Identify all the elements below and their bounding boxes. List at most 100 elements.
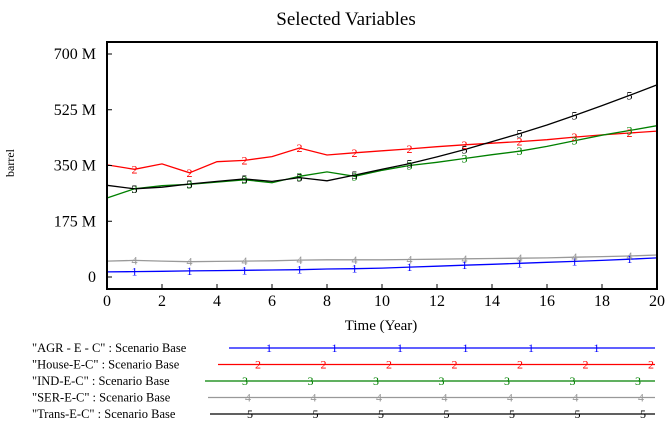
- series-2-marker: 2: [462, 138, 468, 152]
- series-1-marker: 1: [352, 262, 358, 276]
- legend-marker-3: 3: [242, 374, 248, 388]
- legend-marker-5: 5: [575, 407, 581, 421]
- series-3-marker: 3: [187, 177, 193, 191]
- legend-marker-1: 1: [397, 341, 403, 355]
- legend-label-1: "AGR - E - C" : Scenario Base: [32, 341, 187, 355]
- legend-marker-2: 2: [583, 358, 589, 372]
- series-3-marker: 3: [517, 144, 523, 158]
- series-1-marker: 1: [132, 265, 138, 279]
- series-5-marker: 5: [407, 157, 413, 171]
- series-1-marker: 1: [407, 260, 413, 274]
- series-3-marker: 3: [242, 173, 248, 187]
- series-5-marker: 5: [297, 171, 303, 185]
- legend-marker-4: 4: [311, 391, 317, 405]
- legend-marker-1: 1: [332, 341, 338, 355]
- x-tick-label: 8: [323, 293, 331, 310]
- legend-label-3: "IND-E-C" : Scenario Base: [32, 374, 170, 388]
- legend-marker-4: 4: [638, 391, 644, 405]
- series-3-marker: 3: [352, 169, 358, 183]
- series-5-marker: 5: [462, 143, 468, 157]
- series-line-2: [106, 130, 658, 174]
- series-3-marker: 3: [462, 152, 468, 166]
- legend-marker-1: 1: [463, 341, 469, 355]
- series-5-marker: 5: [242, 172, 248, 186]
- legend-marker-3: 3: [570, 374, 576, 388]
- legend-marker-1: 1: [528, 341, 534, 355]
- series-4-marker: 4: [242, 254, 248, 268]
- legend-marker-4: 4: [507, 391, 513, 405]
- series-4-marker: 4: [462, 252, 468, 266]
- legend-marker-2: 2: [452, 358, 458, 372]
- series-1-marker: 1: [627, 252, 633, 266]
- x-ticks: 0 2 4 6 8 10 12 14 16 18 20: [103, 284, 665, 310]
- series-4-marker: 4: [627, 249, 633, 263]
- legend-marker-2: 2: [648, 358, 654, 372]
- legend-marker-2: 2: [321, 358, 327, 372]
- series-4-marker: 4: [407, 253, 413, 267]
- plot-lines: [106, 84, 658, 273]
- legend-marker-5: 5: [313, 407, 319, 421]
- series-3-marker: 3: [132, 182, 138, 196]
- legend-marker-4: 4: [442, 391, 448, 405]
- x-tick-label: 2: [158, 293, 166, 310]
- series-1-marker: 1: [517, 256, 523, 270]
- x-tick-label: 12: [429, 293, 445, 310]
- x-axis-label: Time (Year): [345, 318, 418, 334]
- legend-marker-3: 3: [373, 374, 379, 388]
- series-2-marker: 2: [352, 146, 358, 160]
- x-tick-label: 20: [649, 293, 665, 310]
- y-tick-label: 175 M: [54, 213, 96, 230]
- series-line-4: [106, 254, 658, 263]
- series-2-marker: 2: [517, 135, 523, 149]
- legend-label-2: "House-E-C" : Scenario Base: [32, 358, 180, 372]
- series-4-marker: 4: [297, 253, 303, 267]
- x-tick-label: 4: [213, 293, 221, 310]
- y-tick-label: 350 M: [54, 158, 96, 175]
- y-tick-label: 525 M: [54, 102, 96, 119]
- series-5-marker: 5: [187, 177, 193, 191]
- legend-label-5: "Trans-E-C" : Scenario Base: [32, 407, 176, 421]
- series-line-1: [106, 257, 658, 273]
- x-tick-label: 18: [594, 293, 610, 310]
- legend-marker-3: 3: [635, 374, 641, 388]
- series-2-marker: 2: [132, 162, 138, 176]
- legend-marker-2: 2: [255, 358, 261, 372]
- series-5-marker: 5: [572, 109, 578, 123]
- series-2-marker: 2: [242, 153, 248, 167]
- series-1-marker: 1: [297, 263, 303, 277]
- series-2-marker: 2: [627, 126, 633, 140]
- y-axis-label: barrel: [3, 148, 17, 177]
- legend-marker-5: 5: [378, 407, 384, 421]
- series-4-marker: 4: [187, 255, 193, 269]
- series-3-marker: 3: [407, 159, 413, 173]
- x-tick-label: 0: [103, 293, 111, 310]
- y-tick-label: 0: [88, 269, 96, 286]
- series-4-marker: 4: [132, 253, 138, 267]
- legend-marker-1: 1: [594, 341, 600, 355]
- legend-marker-2: 2: [386, 358, 392, 372]
- x-tick-label: 14: [484, 293, 500, 310]
- legend-marker-1: 1: [266, 341, 272, 355]
- series-5-marker: 5: [352, 168, 358, 182]
- series-4-marker: 4: [517, 251, 523, 265]
- series-3-marker: 3: [297, 169, 303, 183]
- series-5-marker: 5: [627, 88, 633, 102]
- x-tick-label: 10: [374, 293, 390, 310]
- legend-marker-3: 3: [439, 374, 445, 388]
- series-2-marker: 2: [407, 142, 413, 156]
- y-ticks: 0 175 M 350 M 525 M 700 M: [54, 46, 112, 286]
- series-1-marker: 1: [242, 263, 248, 277]
- series-4-marker: 4: [572, 250, 578, 264]
- series-1-marker: 1: [462, 258, 468, 272]
- series-line-5: [106, 84, 658, 190]
- legend-marker-3: 3: [308, 374, 314, 388]
- legend-marker-2: 2: [517, 358, 523, 372]
- legend-marker-4: 4: [245, 391, 251, 405]
- series-5-marker: 5: [517, 127, 523, 141]
- x-tick-label: 16: [539, 293, 555, 310]
- y-tick-label: 700 M: [54, 46, 96, 63]
- legend-marker-3: 3: [504, 374, 510, 388]
- series-3-marker: 3: [627, 124, 633, 138]
